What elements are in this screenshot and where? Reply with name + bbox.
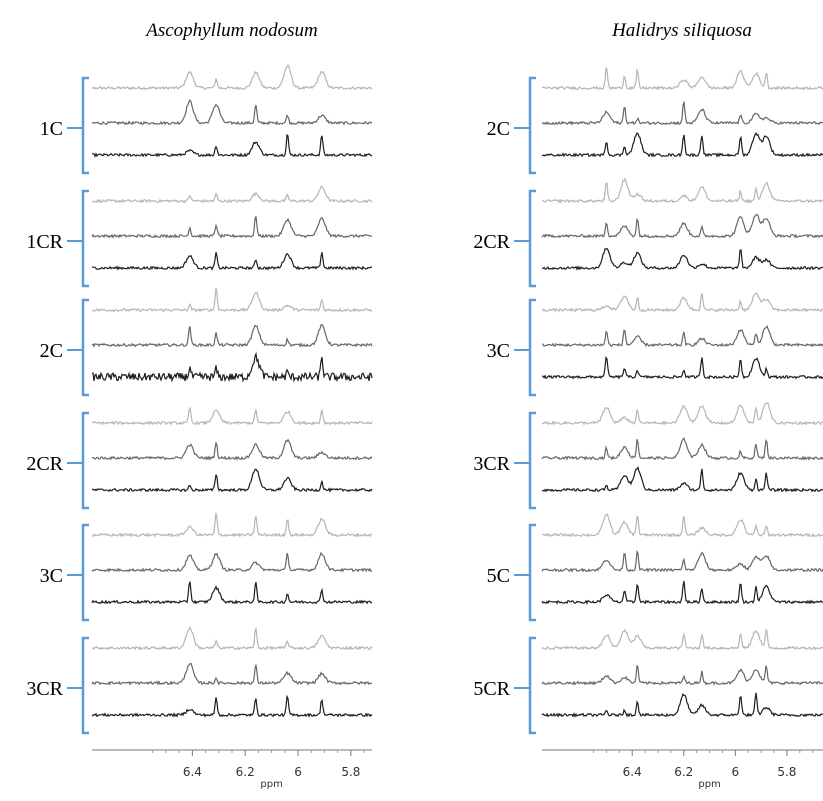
x-tick-label: 6	[294, 765, 302, 779]
spectrum-trace	[541, 67, 823, 91]
spectrum-trace	[541, 213, 823, 239]
spectrum-trace	[541, 131, 823, 158]
spectrum-trace	[541, 247, 823, 271]
group-label: 2C	[487, 118, 510, 140]
bracket	[528, 411, 536, 510]
spectrum-trace	[91, 438, 373, 461]
spectrum-trace	[91, 287, 373, 313]
spectrum-trace	[91, 216, 373, 239]
bracket	[528, 636, 536, 735]
bracket	[528, 76, 536, 175]
bracket	[81, 411, 89, 510]
x-tick-label: 6.2	[674, 765, 693, 779]
group-label: 1CR	[26, 231, 63, 253]
spectrum-trace	[541, 177, 823, 204]
x-tick-label: 5.8	[777, 765, 796, 779]
group-label: 5CR	[473, 678, 510, 700]
spectrum-trace	[91, 512, 373, 538]
group-label: 3C	[40, 565, 63, 587]
group-label: 1C	[40, 118, 63, 140]
bracket	[81, 298, 89, 397]
spectrum-trace	[541, 465, 823, 493]
spectrum-trace	[541, 437, 823, 461]
spectrum-trace	[91, 625, 373, 651]
bracket	[528, 189, 536, 288]
spectrum-trace	[91, 468, 373, 493]
bracket	[81, 523, 89, 622]
x-tick-label: 6.2	[236, 765, 255, 779]
spectrum-trace	[91, 133, 373, 158]
x-axis-label: ppm	[698, 779, 720, 790]
spectrum-trace	[541, 355, 823, 380]
spectrum-trace	[541, 692, 823, 718]
spectrum-trace	[91, 351, 373, 383]
spectrum-trace	[91, 694, 373, 718]
group-label: 5C	[487, 565, 510, 587]
x-tick-label: 6.4	[183, 765, 202, 779]
spectrum-trace	[91, 185, 373, 204]
bracket	[81, 76, 89, 175]
panel-title: Ascophyllum nodosum	[144, 20, 318, 41]
spectrum-trace	[91, 323, 373, 348]
bracket	[81, 636, 89, 735]
spectrum-trace	[91, 581, 373, 605]
spectrum-trace	[541, 101, 823, 126]
spectrum-trace	[541, 628, 823, 651]
x-tick-label: 6.4	[623, 765, 642, 779]
group-label: 2CR	[473, 231, 510, 253]
group-label: 3C	[487, 340, 510, 362]
spectrum-trace	[91, 252, 373, 271]
group-label: 3CR	[26, 678, 63, 700]
spectrum-trace	[541, 665, 823, 686]
spectrum-trace	[541, 580, 823, 605]
spectrum-trace	[541, 549, 823, 573]
group-label: 3CR	[473, 453, 510, 475]
spectrum-trace	[91, 662, 373, 686]
group-label: 2C	[40, 340, 63, 362]
spectrum-trace	[541, 292, 823, 313]
x-tick-label: 5.8	[341, 765, 360, 779]
bracket	[81, 189, 89, 288]
group-label: 2CR	[26, 453, 63, 475]
x-axis-label: ppm	[260, 779, 282, 790]
spectrum-trace	[541, 325, 823, 348]
spectrum-trace	[541, 513, 823, 538]
spectrum-trace	[541, 402, 823, 426]
x-tick-label: 6	[732, 765, 740, 779]
bracket	[528, 298, 536, 397]
spectrum-trace	[91, 98, 373, 126]
spectrum-trace	[91, 551, 373, 573]
bracket	[528, 523, 536, 622]
panel-title: Halidrys siliquosa	[611, 20, 752, 41]
spectrum-trace	[91, 64, 373, 91]
spectrum-trace	[91, 406, 373, 426]
